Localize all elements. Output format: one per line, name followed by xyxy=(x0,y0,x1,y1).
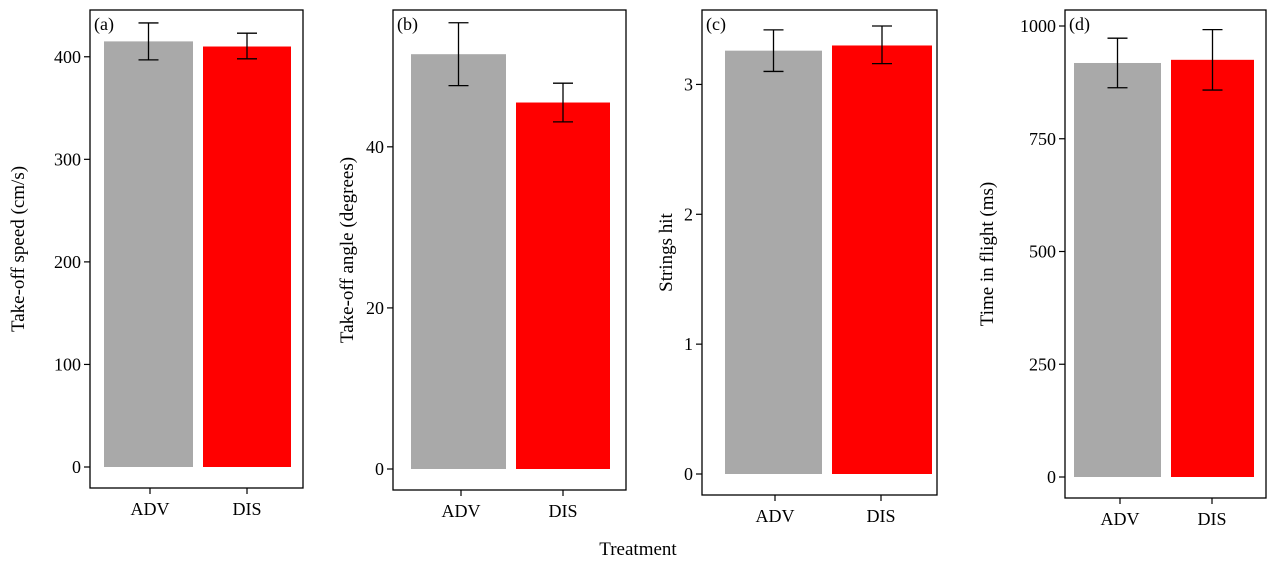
panel-a: ADV DIS 0 100 200 300 400 (a) Take-off speed (cm… xyxy=(8,9,304,519)
y-tick-label: 100 xyxy=(54,354,81,374)
x-tick-label: DIS xyxy=(548,501,577,521)
error-bar-dis xyxy=(1202,28,1223,91)
x-tick-label: ADV xyxy=(1101,509,1140,529)
panel-c: ADV DIS 0 1 2 3 (c) Strings hit xyxy=(656,9,938,526)
plot-frame xyxy=(701,9,938,496)
bar-dis xyxy=(832,45,932,474)
panel-label: (a) xyxy=(94,14,114,35)
bar-adv xyxy=(725,50,822,475)
y-tick-label: 0 xyxy=(684,464,693,484)
bar-adv xyxy=(1074,62,1161,478)
x-axis-label: Treatment xyxy=(599,539,677,560)
error-bar-adv xyxy=(138,22,159,61)
panel-d: ADV DIS 0 250 500 750 1000 (d) Time in flight (m… xyxy=(977,9,1267,529)
plot-frame xyxy=(1064,9,1267,499)
bar-dis xyxy=(516,102,610,469)
panel-label: (c) xyxy=(706,14,726,35)
y-tick-label: 300 xyxy=(54,149,81,169)
y-tick-label: 0 xyxy=(72,457,81,477)
y-axis-label: Time in flight (ms) xyxy=(977,182,998,326)
plot-frame xyxy=(89,9,304,489)
panel-b: ADV DIS 0 20 40 (b) Take-off angle (degrees) xyxy=(337,9,627,521)
y-tick-label: 1 xyxy=(684,334,693,354)
panel-label: (d) xyxy=(1069,14,1090,35)
y-tick-label: 250 xyxy=(1029,354,1056,374)
x-tick-label: ADV xyxy=(442,501,481,521)
y-tick-label: 2 xyxy=(684,204,693,224)
x-tick-label: DIS xyxy=(866,506,895,526)
y-tick-label: 200 xyxy=(54,252,81,272)
y-axis-label: Take-off speed (cm/s) xyxy=(8,166,29,332)
y-tick-label: 3 xyxy=(684,74,693,94)
x-tick-label: ADV xyxy=(131,499,170,519)
error-bar-dis xyxy=(872,25,892,65)
y-tick-label: 750 xyxy=(1029,129,1056,149)
y-axis-label: Take-off angle (degrees) xyxy=(337,157,358,343)
y-tick-label: 40 xyxy=(366,137,384,157)
error-bar-adv xyxy=(1107,37,1128,89)
y-tick-label: 400 xyxy=(54,47,81,67)
bar-dis xyxy=(203,46,291,467)
x-tick-label: ADV xyxy=(756,506,795,526)
y-tick-label: 0 xyxy=(1047,467,1056,487)
y-tick-label: 1000 xyxy=(1020,16,1056,36)
bar-adv xyxy=(104,41,193,467)
bar-adv xyxy=(411,54,506,469)
y-tick-label: 20 xyxy=(366,298,384,318)
bar-dis xyxy=(1171,59,1254,477)
error-bar-adv xyxy=(763,29,784,73)
y-axis-label: Strings hit xyxy=(656,212,677,291)
x-tick-label: DIS xyxy=(232,499,261,519)
y-tick-label: 0 xyxy=(375,459,384,479)
error-bar-dis xyxy=(237,32,257,60)
error-bar-dis xyxy=(553,82,573,123)
panel-label: (b) xyxy=(397,14,418,35)
y-tick-label: 500 xyxy=(1029,242,1056,262)
plot-frame xyxy=(392,9,627,491)
x-tick-label: DIS xyxy=(1197,509,1226,529)
error-bar-adv xyxy=(448,22,469,87)
